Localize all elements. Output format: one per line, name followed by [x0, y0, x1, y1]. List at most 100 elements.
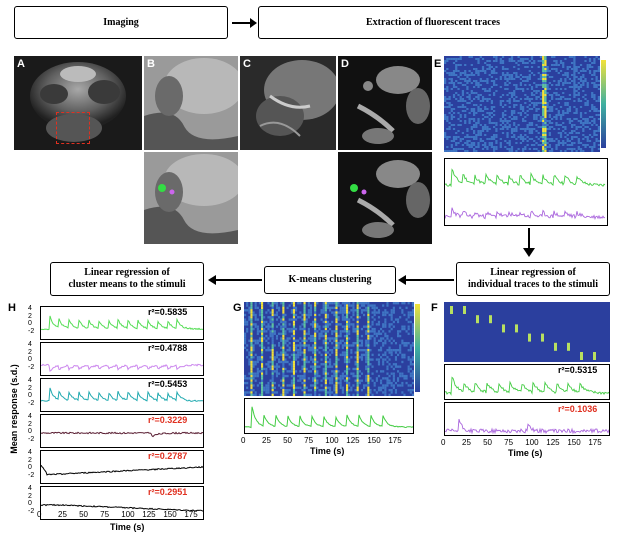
heatmap-cell	[477, 122, 480, 124]
heatmap-cell	[446, 98, 449, 100]
heatmap-cell	[326, 386, 330, 389]
heatmap-cell	[373, 342, 376, 345]
heatmap-cell	[452, 82, 456, 84]
heatmap-cell	[575, 108, 578, 110]
heatmap-cell	[335, 377, 338, 380]
heatmap-cell	[399, 306, 402, 310]
heatmap-cell	[250, 372, 253, 375]
heatmap-cell	[261, 311, 264, 314]
heatmap-cell	[551, 122, 554, 124]
heatmap-cell	[461, 72, 465, 74]
heatmap-cell	[506, 126, 509, 128]
heatmap-cell	[399, 330, 402, 333]
heatmap-cell	[448, 136, 451, 138]
heatmap-cell	[546, 142, 549, 144]
heatmap-cell	[303, 304, 306, 307]
heatmap-cell	[299, 344, 302, 347]
heatmap-cell	[537, 132, 540, 134]
heatmap-cell	[346, 330, 349, 333]
heatmap-cell	[256, 306, 259, 310]
heatmap-cell	[284, 393, 287, 396]
heatmap-cell	[519, 112, 523, 114]
heatmap-cell	[377, 386, 381, 389]
heatmap-cell	[367, 367, 370, 371]
heatmap-cell	[261, 381, 264, 385]
heatmap-cell	[303, 334, 306, 338]
heatmap-cell	[244, 334, 247, 338]
heatmap-cell	[388, 389, 391, 392]
heatmap-cell	[484, 134, 487, 136]
heatmap-cell	[246, 391, 249, 394]
heatmap-cell	[360, 327, 364, 331]
heatmap-cell	[390, 384, 393, 387]
heatmap-cell	[320, 379, 323, 382]
heatmap-cell	[568, 120, 572, 122]
heatmap-cell	[455, 144, 458, 146]
heatmap-cell	[303, 381, 306, 385]
heatmap-cell	[555, 60, 558, 62]
heatmap-cell	[343, 360, 347, 364]
heatmap-cell	[506, 74, 509, 76]
heatmap-cell	[299, 337, 302, 340]
heatmap-cell	[448, 102, 451, 104]
heatmap-cell	[522, 120, 525, 122]
heatmap-cell	[244, 313, 247, 317]
heatmap-cell	[250, 337, 253, 340]
heatmap-cell	[450, 108, 453, 110]
heatmap-cell	[367, 351, 370, 354]
heatmap-cell	[356, 302, 359, 305]
heatmap-cell	[409, 391, 412, 394]
heatmap-cell	[533, 128, 536, 130]
heatmap-cell	[486, 146, 489, 148]
heatmap-cell	[392, 311, 395, 314]
heatmap-cell	[346, 367, 349, 371]
heatmap-cell	[352, 323, 355, 326]
heatmap-cell	[244, 320, 247, 324]
heatmap-cell	[394, 358, 398, 361]
heatmap-cell	[555, 148, 558, 150]
heatmap-cell	[335, 323, 338, 326]
heatmap-cell	[322, 302, 325, 305]
heatmap-cell	[288, 346, 291, 349]
heatmap-cell	[314, 377, 317, 380]
heatmap-cell	[461, 132, 465, 134]
heatmap-cell	[382, 342, 385, 345]
heatmap-cell	[568, 106, 572, 108]
heatmap-cell	[468, 122, 471, 124]
heatmap-cell	[261, 353, 264, 357]
x-tick-label: 100	[325, 436, 339, 445]
heatmap-cell	[457, 100, 460, 102]
stimulus-bar	[515, 324, 518, 333]
heatmap-cell	[526, 58, 529, 60]
heatmap-cell	[477, 60, 480, 62]
heatmap-cell	[524, 84, 527, 86]
heatmap-cell	[519, 84, 523, 86]
heatmap-cell	[303, 393, 306, 396]
heatmap-cell	[566, 108, 569, 110]
heatmap-cell	[303, 339, 306, 342]
heatmap-cell	[358, 306, 361, 310]
heatmap-cell	[452, 140, 456, 142]
heatmap-cell	[284, 353, 287, 357]
heatmap-cell	[275, 302, 279, 305]
heatmap-cell	[542, 98, 545, 100]
panel-e-traces	[444, 158, 608, 226]
heatmap-cell	[490, 142, 494, 144]
heatmap-cell	[542, 114, 545, 116]
heatmap-cell	[579, 116, 583, 118]
heatmap-cell	[593, 98, 596, 100]
heatmap-cell	[452, 116, 456, 118]
heatmap-cell	[546, 124, 549, 126]
heatmap-cell	[346, 346, 349, 349]
heatmap-cell	[312, 344, 315, 347]
heatmap-cell	[356, 320, 359, 324]
imaging-label: Imaging	[103, 16, 139, 28]
heatmap-cell	[324, 356, 327, 359]
stimulus-bar	[476, 315, 479, 324]
heatmap-cell	[388, 381, 391, 385]
heatmap-cell	[295, 327, 298, 331]
heatmap-cell	[584, 120, 587, 122]
heatmap-cell	[551, 140, 554, 142]
heatmap-cell	[292, 306, 296, 310]
heatmap-cell	[568, 140, 572, 142]
